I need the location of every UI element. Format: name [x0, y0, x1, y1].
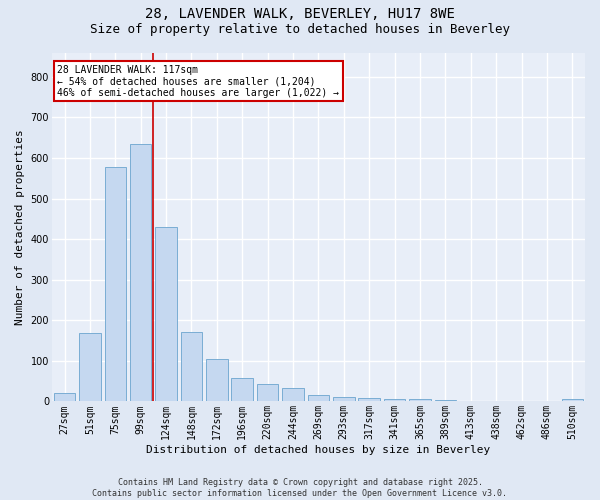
Bar [54, 394, 76, 402]
Bar [104, 167, 126, 402]
Y-axis label: Number of detached properties: Number of detached properties [15, 129, 25, 325]
Bar [79, 334, 101, 402]
Bar [130, 144, 151, 402]
Bar [232, 378, 253, 402]
Bar [358, 398, 380, 402]
Bar [434, 400, 456, 402]
X-axis label: Distribution of detached houses by size in Beverley: Distribution of detached houses by size … [146, 445, 491, 455]
Bar [181, 332, 202, 402]
Text: 28, LAVENDER WALK, BEVERLEY, HU17 8WE: 28, LAVENDER WALK, BEVERLEY, HU17 8WE [145, 8, 455, 22]
Bar [562, 400, 583, 402]
Bar [384, 400, 406, 402]
Bar [155, 227, 177, 402]
Bar [257, 384, 278, 402]
Bar [206, 359, 227, 402]
Bar [282, 388, 304, 402]
Text: Contains HM Land Registry data © Crown copyright and database right 2025.
Contai: Contains HM Land Registry data © Crown c… [92, 478, 508, 498]
Text: Size of property relative to detached houses in Beverley: Size of property relative to detached ho… [90, 22, 510, 36]
Bar [409, 400, 431, 402]
Text: 28 LAVENDER WALK: 117sqm
← 54% of detached houses are smaller (1,204)
46% of sem: 28 LAVENDER WALK: 117sqm ← 54% of detach… [57, 64, 339, 98]
Bar [333, 398, 355, 402]
Bar [460, 400, 482, 402]
Bar [308, 396, 329, 402]
